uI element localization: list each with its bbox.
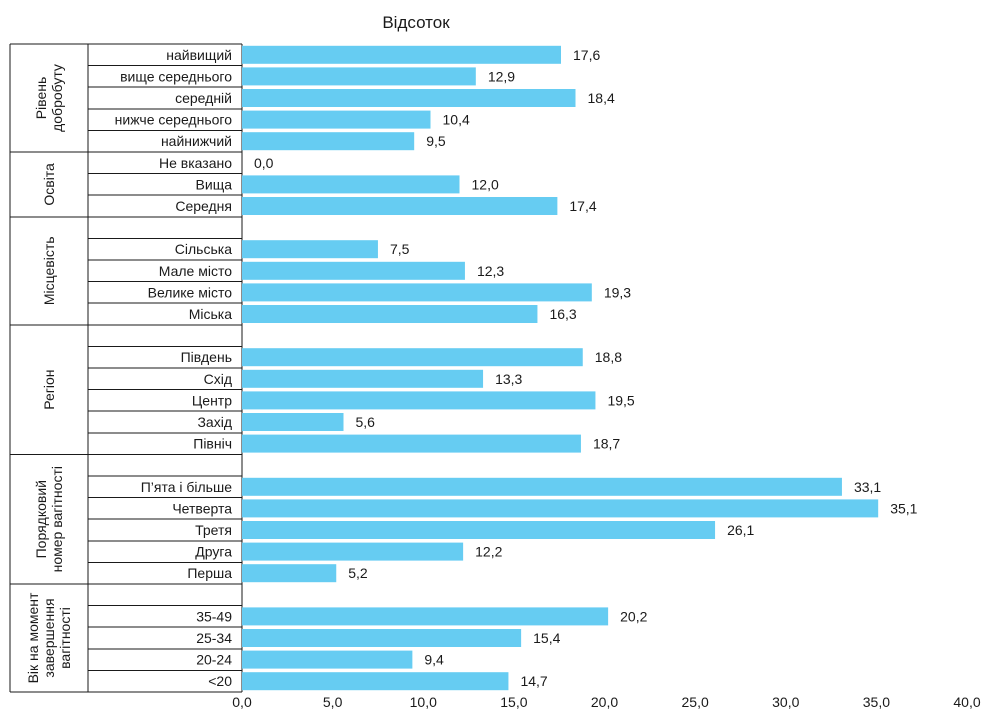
data-label: 12,9 [488,68,515,84]
category-label: найвищий [166,47,232,63]
category-label: П’ята і більше [141,479,233,495]
group-label: Регіон [41,369,57,409]
data-label: 20,2 [620,608,647,624]
data-label: 18,4 [588,90,615,106]
data-label: 26,1 [727,522,754,538]
data-label: 19,3 [604,284,631,300]
x-tick-label: 30,0 [772,694,799,710]
bar [242,477,842,496]
bar [242,413,344,431]
bars: 17,6 12,9 18,4 10,4 9,5 0,0 12,0 17,4 7,5 12,3 19,… [242,45,918,691]
bar [242,45,561,64]
category-label: Вища [196,176,233,192]
x-axis: 0,0 5,0 10,0 15,0 20,0 25,0 30,0 35,0 40,0 [232,694,981,710]
data-label: 14,7 [520,673,547,689]
bar [242,391,596,410]
bar [242,607,609,626]
data-label: 12,2 [475,544,502,560]
data-label: 13,3 [495,371,522,387]
bar [242,564,337,583]
category-label: нижче середнього [115,112,233,128]
bar [242,521,716,539]
category-label: Третя [195,522,232,538]
category-label: Центр [192,392,232,408]
bar [242,261,465,280]
data-label: 18,7 [593,436,620,452]
category-label: Четверта [172,500,232,516]
data-label: 17,6 [573,47,600,63]
data-label: 12,3 [477,263,504,279]
chart-frame [9,43,243,693]
category-label: Міська [189,306,232,322]
data-label: 15,4 [533,630,560,646]
data-label: 9,4 [424,652,444,668]
data-label: 17,4 [569,198,596,214]
x-tick-label: 40,0 [953,694,980,710]
category-label: Мале місто [159,263,232,279]
bar [242,434,581,453]
group-label: Рівеньдобробуту [33,64,65,132]
x-tick-label: 0,0 [232,694,252,710]
bar [242,67,476,86]
x-tick-label: 35,0 [863,694,890,710]
data-label: 9,5 [426,133,446,149]
bar [242,650,413,669]
bar [242,175,460,194]
category-label: <20 [208,673,232,689]
x-tick-label: 5,0 [323,694,343,710]
bar [242,132,415,151]
category-label: Друга [195,544,232,560]
category-label: найнижчий [161,133,232,149]
x-tick-label: 15,0 [500,694,527,710]
bar [242,305,538,323]
bar [242,499,879,518]
bar [242,197,558,215]
x-tick-label: 20,0 [591,694,618,710]
bar [242,89,576,107]
category-label: Не вказано [159,155,232,171]
category-label: Сільська [175,241,232,257]
category-label: Захід [197,414,232,430]
category-label: Середня [175,198,232,214]
category-label: Південь [181,349,232,365]
data-label: 18,8 [595,349,622,365]
category-label: 25-34 [196,630,232,646]
group-label: Місцевість [41,236,57,305]
group-label: Порядковийномер вагітності [33,466,65,572]
bar [242,629,522,647]
data-label: 16,3 [549,306,576,322]
bar [242,369,484,388]
category-label: середній [175,90,232,106]
category-label: Велике місто [148,284,233,300]
data-label: 12,0 [472,176,499,192]
bar [242,283,592,302]
x-tick-label: 10,0 [410,694,437,710]
data-label: 0,0 [254,155,274,171]
category-label: 20-24 [196,652,232,668]
data-label: 10,4 [443,112,470,128]
data-label: 35,1 [890,500,917,516]
category-label: Північ [193,436,232,452]
category-label: 35-49 [196,608,232,624]
group-label: Освіта [41,163,57,206]
data-label: 5,2 [348,565,368,581]
bar [242,110,431,129]
bar [242,240,378,259]
x-tick-label: 25,0 [682,694,709,710]
chart-title: Відсоток [382,13,450,32]
bar [242,348,583,367]
group-label: Вік на моментзавершеннявагітності [25,592,73,683]
bar [242,672,509,691]
data-label: 33,1 [854,479,881,495]
data-label: 7,5 [390,241,410,257]
data-label: 19,5 [607,392,634,408]
category-label: Схід [204,371,232,387]
category-label: вище середнього [120,68,232,84]
bar [242,542,464,561]
category-groups: найвищий вище середнього середній нижче сер… [25,47,232,689]
category-label: Перша [187,565,232,581]
data-label: 5,6 [356,414,376,430]
